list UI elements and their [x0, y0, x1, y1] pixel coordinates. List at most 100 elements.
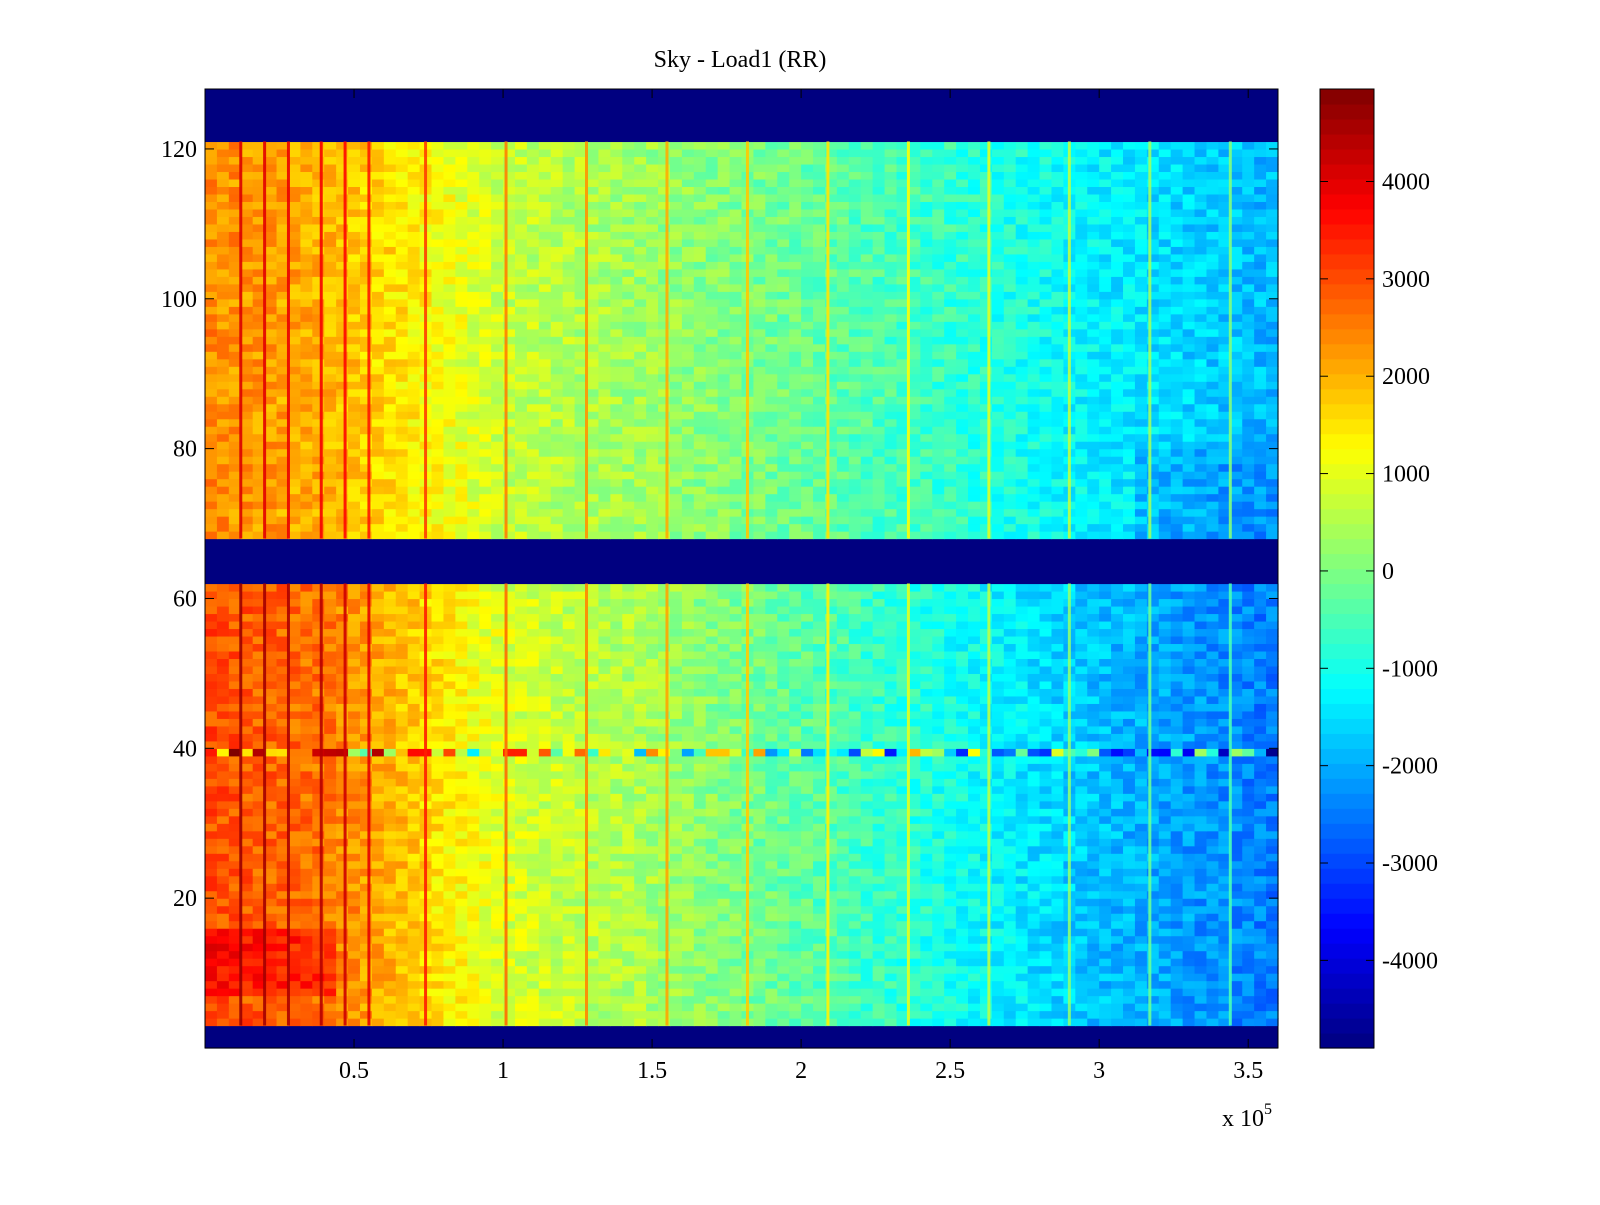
heatmap-cell — [538, 755, 552, 764]
heatmap-cell — [228, 1003, 242, 1012]
heatmap-cell — [479, 830, 492, 839]
heatmap-cell — [705, 808, 719, 817]
heatmap-cell — [538, 1018, 552, 1027]
heatmap-cell — [1146, 748, 1160, 757]
heatmap-cell — [598, 830, 611, 839]
heatmap-cell — [1194, 988, 1208, 997]
heatmap-cell — [276, 710, 290, 719]
heatmap-cell — [514, 1003, 528, 1012]
heatmap-cell — [658, 868, 671, 877]
heatmap-cell — [288, 898, 301, 907]
heatmap-cell — [491, 680, 504, 689]
heatmap-cell — [1218, 898, 1231, 907]
heatmap-cell — [956, 845, 969, 854]
heatmap-cell — [1111, 898, 1124, 907]
heatmap-cell — [634, 920, 647, 929]
heatmap-cell — [252, 770, 266, 779]
heatmap-cell — [1051, 725, 1064, 734]
heatmap-cell — [932, 1003, 945, 1012]
heatmap-cell — [240, 935, 254, 944]
heatmap-cell — [574, 958, 588, 967]
heatmap-cell — [1003, 838, 1017, 847]
heatmap-cell — [789, 890, 802, 899]
heatmap-cell — [1254, 1018, 1267, 1027]
heatmap-cell — [658, 943, 671, 952]
heatmap-cell — [968, 965, 981, 974]
heatmap-cell — [669, 800, 683, 809]
heatmap-cell — [526, 605, 540, 615]
heatmap-cell — [586, 1018, 600, 1027]
heatmap-cell — [586, 928, 600, 937]
heatmap-cell — [1158, 688, 1172, 697]
heatmap-cell — [1027, 988, 1041, 997]
heatmap-cell — [932, 643, 945, 652]
heatmap-cell — [467, 673, 480, 682]
heatmap-cell — [586, 913, 600, 922]
heatmap-cell — [824, 875, 838, 884]
heatmap-cell — [979, 883, 993, 892]
heatmap-cell — [896, 875, 910, 884]
heatmap-cell — [348, 718, 361, 727]
heatmap-cell — [216, 673, 230, 682]
heatmap-cell — [276, 748, 290, 757]
heatmap-cell — [896, 830, 910, 839]
heatmap-cell — [1087, 808, 1100, 817]
heatmap-cell — [1123, 613, 1136, 622]
heatmap-cell — [753, 883, 766, 892]
heatmap-cell — [801, 1010, 814, 1019]
heatmap-cell — [1003, 958, 1017, 967]
heatmap-cell — [669, 943, 683, 952]
heatmap-cell — [467, 778, 480, 787]
heatmap-cell — [383, 950, 397, 959]
heatmap-cell — [646, 965, 659, 974]
heatmap-cell — [801, 725, 814, 734]
heatmap-cell — [1123, 665, 1136, 674]
heatmap-cell — [753, 815, 766, 824]
heatmap-cell — [431, 643, 445, 652]
heatmap-cell — [526, 703, 540, 712]
heatmap-cell — [693, 958, 707, 967]
heatmap-cell — [1194, 725, 1208, 734]
heatmap-cell — [860, 995, 874, 1004]
heatmap-cell — [1027, 995, 1041, 1004]
heatmap-cell — [526, 688, 540, 697]
heatmap-cell — [1254, 755, 1267, 764]
heatmap-cell — [371, 1010, 385, 1019]
heatmap-cell — [765, 958, 778, 967]
heatmap-cell — [1218, 658, 1231, 667]
heatmap-cell — [622, 800, 635, 809]
heatmap-cell — [1194, 635, 1208, 645]
heatmap-cell — [753, 793, 766, 802]
heatmap-cell — [1218, 785, 1231, 794]
heatmap-cell — [860, 688, 874, 697]
heatmap-cell — [598, 688, 611, 697]
heatmap-cell — [491, 838, 504, 847]
heatmap-cell — [693, 988, 707, 997]
heatmap-cell — [1003, 935, 1017, 944]
heatmap-cell — [348, 935, 361, 944]
heatmap-cell — [622, 988, 635, 997]
heatmap-cell — [348, 898, 361, 907]
heatmap-cell — [1158, 613, 1172, 622]
heatmap-cell — [1087, 785, 1100, 794]
heatmap-cell — [944, 650, 957, 660]
heatmap-cell — [813, 838, 826, 847]
heatmap-cell — [252, 785, 266, 794]
heatmap-cell — [801, 643, 814, 652]
heatmap-cell — [228, 973, 242, 982]
heatmap-cell — [264, 883, 278, 892]
heatmap-cell — [729, 1003, 743, 1012]
heatmap-cell — [586, 695, 600, 704]
heatmap-cell — [395, 628, 409, 637]
heatmap-cell — [646, 635, 659, 645]
heatmap-cell — [1146, 695, 1160, 704]
heatmap-cell — [789, 763, 802, 772]
heatmap-cell — [753, 755, 766, 764]
heatmap-cell — [443, 920, 456, 929]
heatmap-cell — [526, 943, 540, 952]
heatmap-cell — [884, 628, 898, 637]
heatmap-cell — [562, 860, 576, 869]
heatmap-cell — [455, 770, 468, 779]
heatmap-cell — [920, 793, 933, 802]
heatmap-cell — [1003, 643, 1017, 652]
